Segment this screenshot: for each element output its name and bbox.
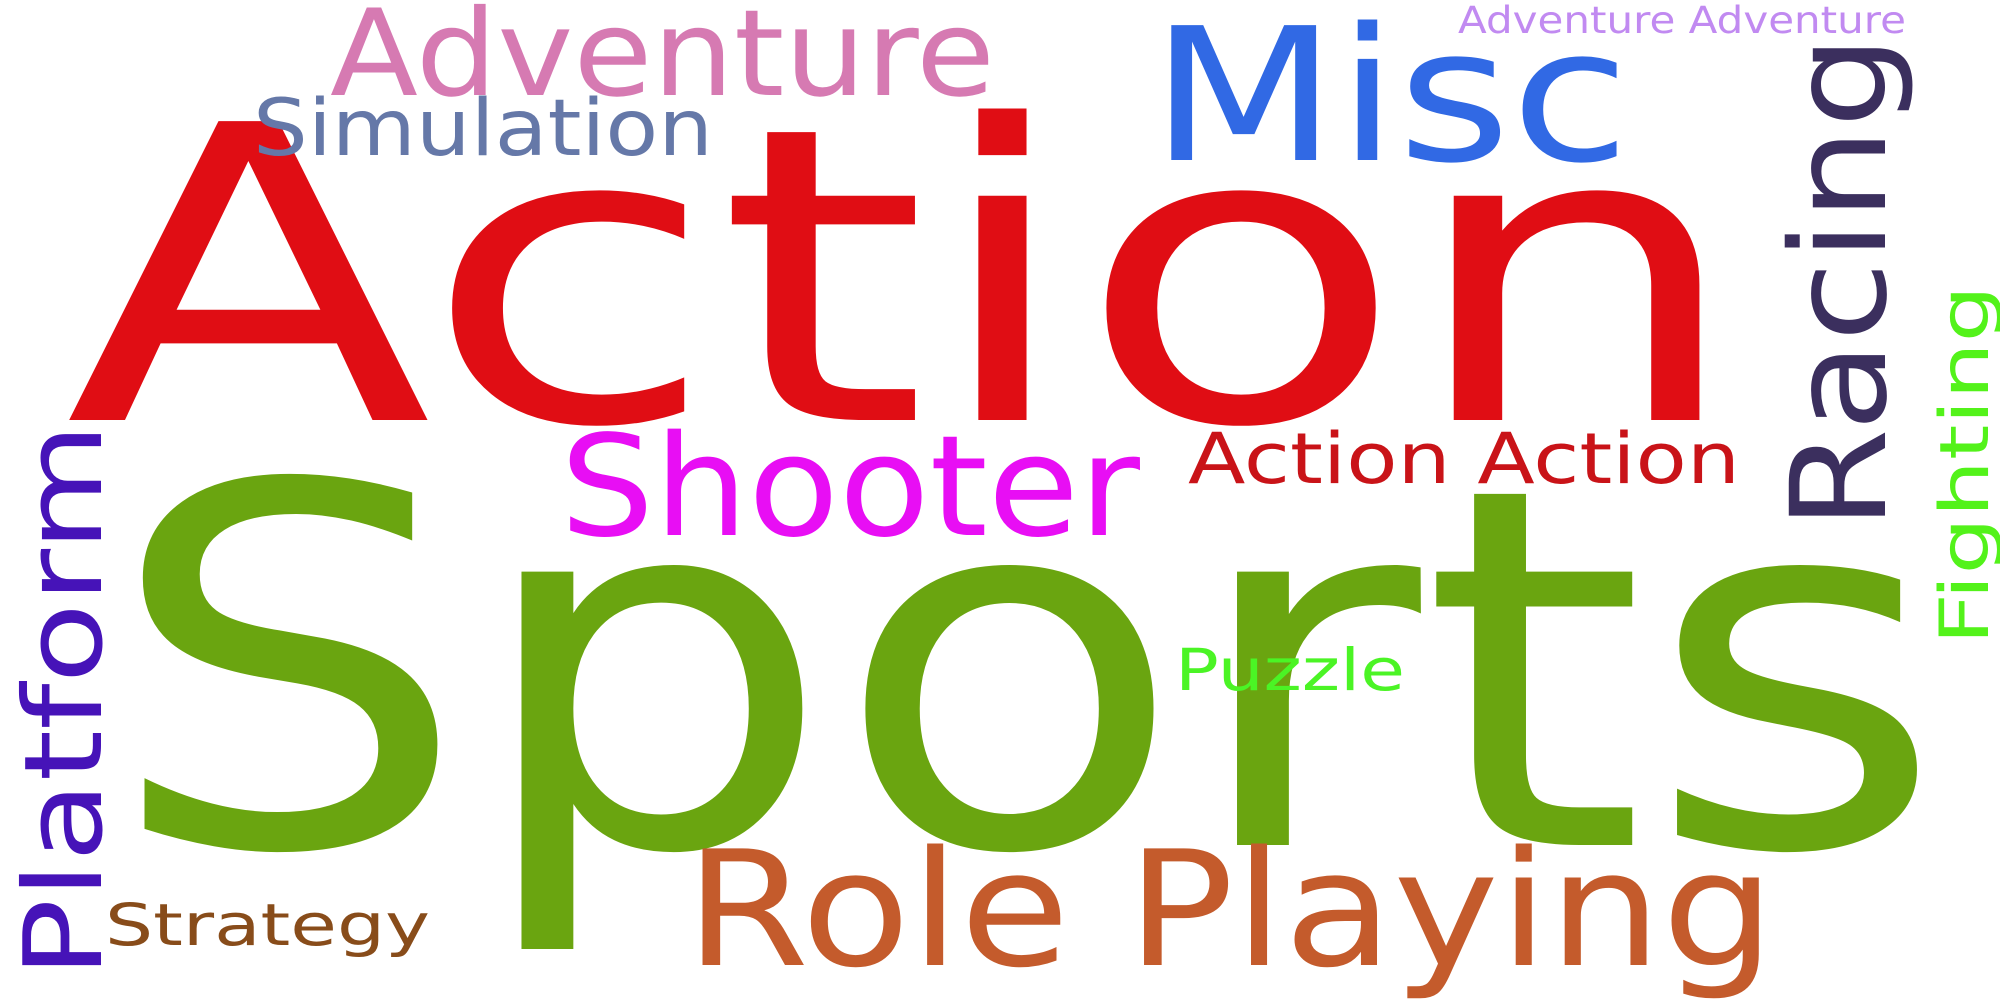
word-adventure: Adventure	[330, 0, 995, 124]
word-role-playing: Role Playing	[685, 816, 1775, 1000]
word-strategy: Strategy	[105, 891, 430, 959]
word-misc: Misc	[1150, 0, 1630, 204]
word-platform: Platform	[2, 423, 127, 978]
word-racing: Racing	[1763, 35, 1917, 530]
word-puzzle: Puzzle	[1175, 636, 1405, 704]
word-shooter: Shooter	[560, 406, 1140, 569]
word-action: Action	[65, 39, 1745, 517]
word-simulation: Simulation	[253, 84, 713, 174]
word-adventure-adventure: Adventure Adventure	[1458, 0, 1906, 42]
word-sports: Sports	[105, 381, 1945, 963]
word-fighting: Fighting	[1926, 285, 2000, 645]
word-action-action: Action Action	[1188, 418, 1740, 500]
